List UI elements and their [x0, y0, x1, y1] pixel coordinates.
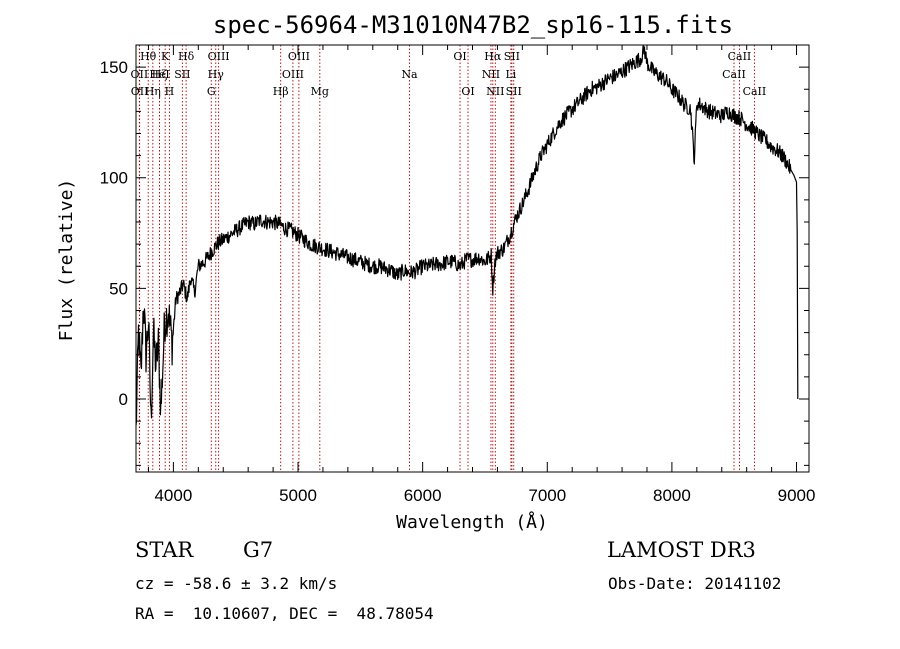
- spectral-line-label: OIII: [282, 68, 304, 81]
- spectral-line-label: OII: [131, 85, 149, 98]
- y-tick-label: 150: [100, 58, 128, 77]
- x-tick-label: 5000: [279, 486, 317, 505]
- object-class: STAR: [135, 538, 194, 562]
- y-tick-label: 0: [119, 390, 128, 409]
- spectral-line-label: OI: [461, 85, 474, 98]
- spectral-line-label: CaII: [743, 85, 767, 98]
- flux-series-line: [135, 45, 799, 426]
- spectral-line-label: NII: [482, 68, 500, 81]
- x-axis-ticks: 4000 5000 6000 7000 8000 9000: [147, 45, 816, 505]
- object-subclass: G7: [243, 538, 274, 562]
- spectral-line-label: SII: [504, 50, 520, 63]
- y-tick-label: 100: [100, 169, 128, 188]
- coordinates: RA = 10.10607, DEC = 48.78054: [135, 604, 434, 623]
- x-tick-label: 8000: [653, 486, 691, 505]
- spectral-line-label: SII: [174, 68, 190, 81]
- spectral-line-label: SII: [506, 85, 522, 98]
- spectral-line-label: Hδ: [178, 50, 195, 63]
- spectral-line-label: Hζ: [152, 68, 168, 81]
- spectral-line-label: Li: [505, 68, 516, 81]
- spectral-line-label: HeI: [149, 68, 169, 81]
- survey-name: LAMOST DR3: [607, 538, 756, 562]
- spectral-line-label: NII: [486, 85, 504, 98]
- spectral-line-label: CaII: [722, 68, 746, 81]
- y-axis-label: Flux (relative): [56, 179, 77, 342]
- spectral-line-label: Na: [401, 68, 418, 81]
- x-tick-label: 6000: [404, 486, 442, 505]
- spectral-line-label: G: [207, 85, 216, 98]
- spectral-line-label: CaII: [728, 50, 752, 63]
- y-axis-ticks: 0 50 100 150: [100, 44, 809, 466]
- observation-date: Obs-Date: 20141102: [608, 574, 782, 593]
- spectral-line-label: H: [165, 85, 175, 98]
- spectral-line-label: OIII: [288, 50, 310, 63]
- chart-title: spec-56964-M31010N47B2_sp16-115.fits: [213, 11, 733, 39]
- x-tick-label: 4000: [154, 486, 192, 505]
- x-tick-label: 7000: [528, 486, 566, 505]
- spectral-line-label: Hη: [145, 85, 161, 98]
- x-tick-label: 9000: [778, 486, 816, 505]
- spectral-line-label: OI: [453, 50, 466, 63]
- spectral-line-label: Hα: [484, 50, 502, 63]
- spectral-line-label: OII: [131, 68, 149, 81]
- spectral-line-label: OIII: [208, 50, 230, 63]
- spectral-line-label: Mg: [311, 85, 329, 98]
- x-axis-label: Wavelength (Å): [396, 511, 548, 533]
- spectral-line-markers: [138, 45, 755, 472]
- redshift-velocity: cz = -58.6 ± 3.2 km/s: [135, 574, 338, 593]
- y-tick-label: 50: [109, 279, 128, 298]
- spectral-line-label: Hθ: [140, 50, 157, 63]
- spectral-line-label: Hβ: [273, 85, 289, 98]
- spectral-line-label: K: [161, 50, 170, 63]
- spectral-line-label: Hγ: [208, 68, 225, 81]
